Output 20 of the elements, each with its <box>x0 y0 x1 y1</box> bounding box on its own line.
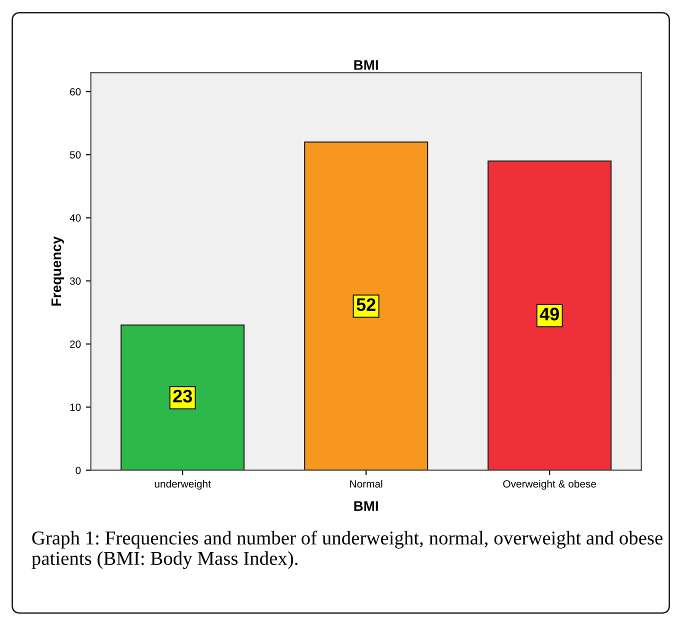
y-tick-label: 60 <box>70 88 81 96</box>
y-tick-label: 20 <box>70 340 81 348</box>
bar <box>304 142 428 470</box>
x-axis-title: BMI <box>354 501 378 511</box>
x-tick-label: Normal <box>350 480 382 488</box>
y-tick-label: 40 <box>70 214 81 222</box>
chart-title: BMI <box>354 60 378 70</box>
data-label: 23 <box>173 390 192 403</box>
y-axis-title: Frequency <box>52 236 64 306</box>
bar <box>488 160 612 470</box>
x-tick-label: underweight <box>154 480 211 490</box>
y-tick-label: 50 <box>70 151 81 159</box>
data-label: 52 <box>356 298 376 311</box>
bar <box>120 324 245 470</box>
data-label: 49 <box>540 308 559 320</box>
x-tick-label: Overweight & obese <box>503 480 596 490</box>
y-tick-label: 10 <box>70 404 81 411</box>
y-tick-label: 0 <box>76 466 81 474</box>
caption: Graph 1: Frequencies and number of underweight, normal, overweight and obese patients (BMI: Body Mass Index). <box>32 530 662 569</box>
y-tick-label: 30 <box>70 277 81 285</box>
